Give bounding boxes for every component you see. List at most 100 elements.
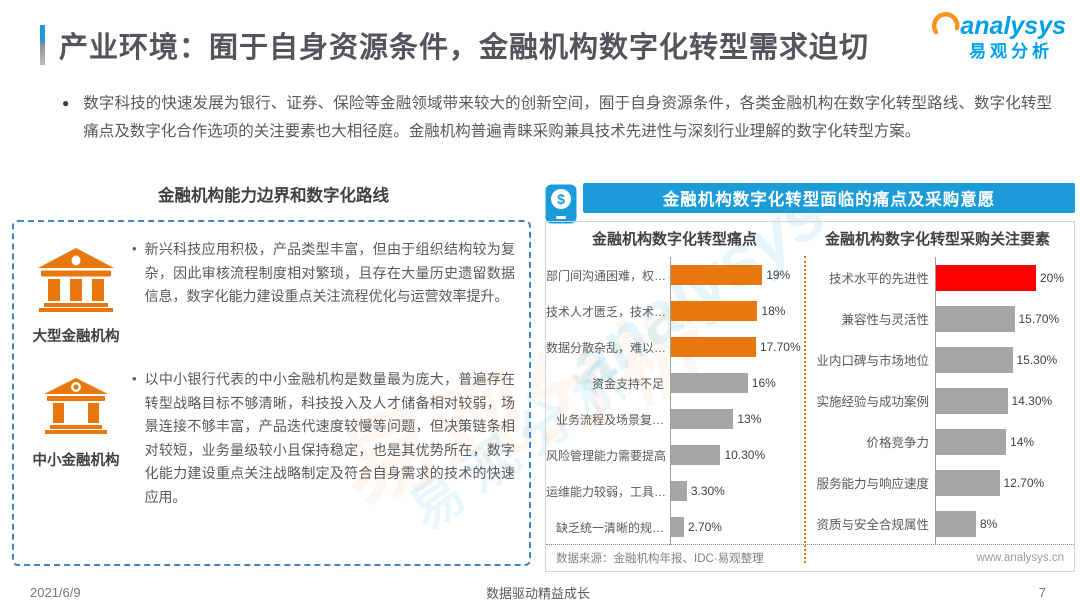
value-label: 14.30%: [1011, 393, 1053, 408]
chart-row: 资金支持不足 16%: [546, 365, 803, 401]
chart-title: 金融机构数字化转型痛点: [591, 231, 757, 248]
small-institution-text: 以中小银行代表的中小金融机构是数量最为庞大，普遍存在转型战略目标不够清晰，科技投…: [144, 371, 515, 505]
chart-title: 金融机构数字化转型采购关注要素: [824, 231, 1050, 248]
bar-area: 14.30%: [935, 380, 1072, 421]
bar: [936, 510, 976, 537]
chart-row: 资质与安全合规属性 8%: [803, 503, 1072, 544]
bar-area: 13%: [670, 401, 803, 437]
value-label: 8%: [980, 516, 998, 531]
chart-row: 技术水平的先进性 20%: [803, 257, 1072, 298]
logo-text-en: analysys: [960, 12, 1066, 41]
capability-panel: 大型金融机构 • 新兴科技应用积极，产品类型丰富，但由于组织结构较为复杂，因此审…: [12, 220, 531, 566]
bar-area: 3.30%: [670, 473, 803, 509]
bullet-icon: •: [132, 241, 137, 256]
value-label: 13%: [737, 412, 762, 426]
bar-area: 8%: [935, 503, 1072, 544]
logo-text-cn: 易观分析: [969, 41, 1054, 61]
value-label: 18%: [761, 304, 786, 318]
bank-small-icon: [44, 378, 108, 441]
source-row: 数据来源：金融机构年报、IDC·易观整理 www.analysys.cn: [546, 544, 1074, 571]
bar: [671, 517, 684, 537]
purchase-factors-chart: 金融机构数字化转型采购关注要素 技术水平的先进性 20% 兼容性与灵活性 15.70%…: [803, 222, 1072, 544]
chart-row: 服务能力与响应速度 12.70%: [803, 462, 1072, 503]
bar: [936, 387, 1008, 414]
category-label: 服务能力与响应速度: [816, 477, 929, 491]
bar-area: 17.70%: [670, 329, 803, 365]
value-label: 10.30%: [724, 448, 766, 462]
bar-area: 14%: [935, 421, 1072, 462]
chart-row: 技术人才匮乏，技术… 18%: [546, 293, 803, 329]
bar-area: 12.70%: [935, 462, 1072, 503]
bar: [671, 301, 758, 321]
large-institution-row: 大型金融机构 • 新兴科技应用积极，产品类型丰富，但由于组织结构较为复杂，因此审…: [22, 238, 519, 346]
category-label: 技术人才匮乏，技术…: [546, 304, 667, 319]
chart-row: 兼容性与灵活性 15.70%: [803, 298, 1072, 339]
chart-row: 运维能力较弱，工具… 3.30%: [546, 473, 803, 509]
charts-area: 金融机构数字化转型痛点 部门间沟通困难，权… 19% 技术人才匮乏，技术… 18% 数据…: [545, 221, 1075, 572]
bank-large-icon: [38, 248, 114, 317]
bar: [671, 337, 756, 357]
value-label: 12.70%: [1003, 475, 1045, 490]
large-institution-text: 新兴科技应用积极，产品类型丰富，但由于组织结构较为复杂，因此审核流程制度相对繁琐…: [144, 241, 515, 304]
chart-row: 部门间沟通困难，权… 19%: [546, 257, 803, 293]
right-panel-title: 金融机构数字化转型面临的痛点及采购意愿: [583, 183, 1075, 213]
title-block: 产业环境：囿于自身资源条件，金融机构数字化转型需求迫切: [40, 24, 869, 66]
intro-paragraph: ● 数字科技的快速发展为银行、证券、保险等金融领域带来较大的创新空间，囿于自身资…: [62, 90, 1052, 146]
bar-area: 20%: [935, 257, 1072, 298]
website-link[interactable]: www.analysys.cn: [976, 552, 1064, 564]
payment-icon: $: [545, 184, 579, 229]
right-panel-header: $ 金融机构数字化转型面临的痛点及采购意愿: [545, 183, 1075, 229]
bar: [671, 265, 763, 285]
value-label: 2.70%: [687, 520, 722, 534]
title-accent-bar: [40, 25, 45, 65]
data-source-text: 数据来源：金融机构年报、IDC·易观整理: [556, 553, 764, 565]
bar-area: 10.30%: [670, 437, 803, 473]
chart-row: 业内口碑与市场地位 15.30%: [803, 339, 1072, 380]
footer-slogan: 数据驱动精益成长: [485, 586, 590, 601]
bar-area: 19%: [670, 257, 803, 293]
bar: [671, 373, 748, 393]
category-label: 运维能力较弱，工具…: [546, 484, 667, 499]
category-label: 部门间沟通困难，权…: [546, 268, 667, 283]
svg-text:$: $: [557, 191, 565, 207]
footer-page-number: 7: [1038, 585, 1046, 600]
bar: [936, 428, 1006, 455]
chart-row: 价格竞争力 14%: [803, 421, 1072, 462]
category-label: 兼容性与灵活性: [841, 313, 929, 327]
bullet-icon: ●: [62, 96, 70, 110]
bar: [671, 445, 721, 465]
value-label: 15.70%: [1018, 311, 1060, 326]
bar: [936, 346, 1013, 373]
category-label: 业务流程及场景复…: [555, 412, 664, 427]
bar-area: 18%: [670, 293, 803, 329]
value-label: 3.30%: [690, 484, 725, 498]
bar: [936, 469, 1000, 496]
pain-points-chart: 金融机构数字化转型痛点 部门间沟通困难，权… 19% 技术人才匮乏，技术… 18% 数据…: [546, 222, 803, 545]
small-institution-row: 中小金融机构 • 以中小银行代表的中小金融机构是数量最为庞大，普遍存在转型战略目…: [22, 368, 519, 509]
left-panel-heading: 金融机构能力边界和数字化路线: [158, 187, 389, 205]
value-label: 14%: [1010, 434, 1035, 449]
value-label: 16%: [751, 376, 776, 390]
intro-text: 数字科技的快速发展为银行、证券、保险等金融领域带来较大的创新空间，囿于自身资源条…: [83, 95, 1052, 140]
bullet-icon: •: [132, 371, 137, 386]
chart-row: 缺乏统一清晰的规… 2.70%: [546, 509, 803, 545]
category-label: 业内口碑与市场地位: [816, 354, 929, 368]
category-label: 风险管理能力需要提高: [546, 448, 667, 463]
value-label: 19%: [766, 268, 791, 282]
logo-swirl-icon: [930, 8, 960, 41]
bar: [671, 409, 734, 429]
category-label: 价格竞争力: [866, 436, 929, 450]
bar: [671, 481, 687, 501]
page-title: 产业环境：囿于自身资源条件，金融机构数字化转型需求迫切: [59, 32, 870, 64]
chart-row: 数据分散杂乱，难以… 17.70%: [546, 329, 803, 365]
page-footer: 2021/6/9 数据驱动精益成长 7: [0, 583, 1080, 602]
category-label: 技术水平的先进性: [828, 272, 929, 286]
bar: [936, 305, 1015, 332]
footer-date: 2021/6/9: [30, 585, 81, 600]
pain-points-panel: $ 金融机构数字化转型面临的痛点及采购意愿 金融机构数字化转型痛点 部门间沟通困…: [545, 183, 1075, 572]
chart-row: 业务流程及场景复… 13%: [546, 401, 803, 437]
chart-row: 实施经验与成功案例 14.30%: [803, 380, 1072, 421]
category-label: 资金支持不足: [591, 376, 664, 391]
chart-divider: [804, 256, 806, 563]
category-label: 实施经验与成功案例: [816, 395, 929, 409]
